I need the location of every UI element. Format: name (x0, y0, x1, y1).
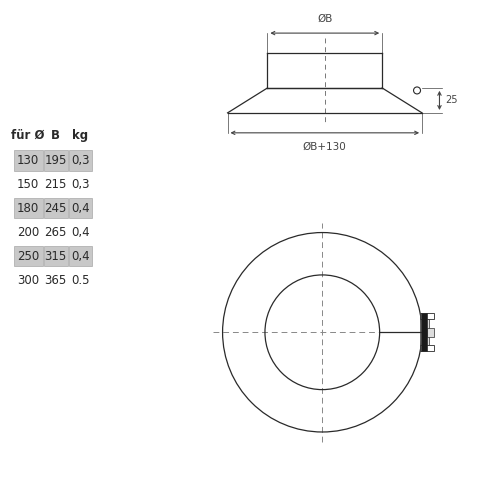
Text: 250: 250 (17, 250, 39, 262)
Text: 215: 215 (44, 178, 66, 191)
Text: 0.5: 0.5 (71, 274, 90, 286)
Text: 0,4: 0,4 (71, 250, 90, 262)
Bar (44, 198, 68, 218)
Text: 180: 180 (17, 202, 39, 215)
Text: 365: 365 (44, 274, 66, 286)
Text: 245: 245 (44, 202, 66, 215)
Text: kg: kg (72, 129, 88, 142)
Text: ØB: ØB (317, 14, 332, 24)
Text: 315: 315 (44, 250, 66, 262)
Text: für Ø: für Ø (12, 129, 45, 142)
Bar (68, 198, 92, 218)
Bar (420, 318, 429, 347)
Text: 300: 300 (17, 274, 39, 286)
Text: 150: 150 (17, 178, 39, 191)
Bar (68, 150, 92, 171)
Bar (68, 246, 92, 266)
Text: 130: 130 (17, 154, 39, 167)
Text: ØB+130: ØB+130 (303, 142, 346, 152)
Bar (14, 150, 42, 171)
Text: 265: 265 (44, 226, 66, 238)
Bar (421, 314, 426, 351)
Text: 200: 200 (17, 226, 39, 238)
Text: B: B (51, 129, 60, 142)
Text: 195: 195 (44, 154, 66, 167)
Bar (426, 328, 434, 337)
Bar (14, 198, 42, 218)
Bar (420, 314, 434, 320)
Bar (14, 246, 42, 266)
Bar (44, 150, 68, 171)
Text: 25: 25 (446, 96, 458, 106)
Text: 0,4: 0,4 (71, 226, 90, 238)
Text: 0,4: 0,4 (71, 202, 90, 215)
Bar (420, 345, 434, 351)
Text: 0,3: 0,3 (71, 178, 90, 191)
Text: 0,3: 0,3 (71, 154, 90, 167)
Bar (44, 246, 68, 266)
